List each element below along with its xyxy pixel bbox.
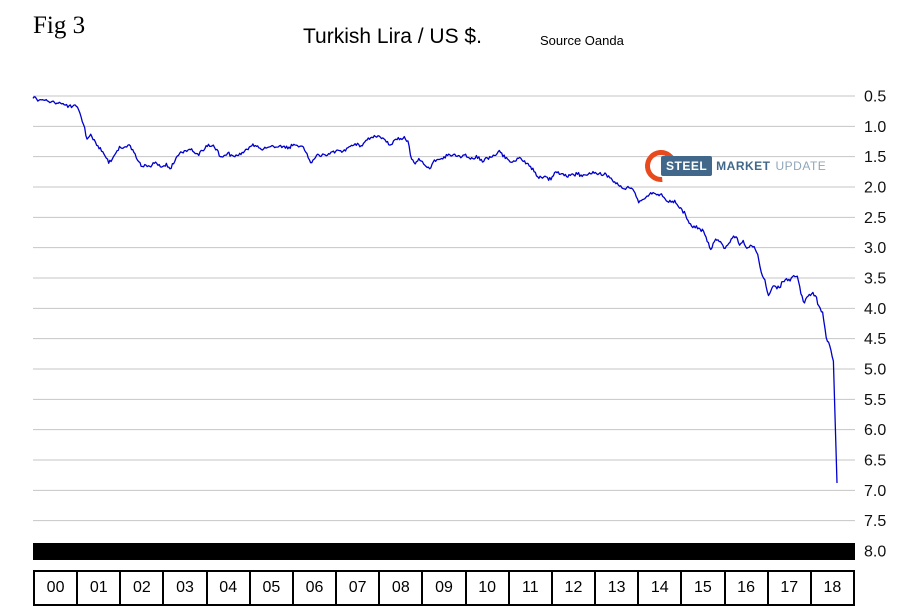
y-axis-tick-label: 5.0 [864,361,886,378]
source-label: Source Oanda [540,33,624,48]
x-axis-year-cell: 03 [162,570,208,606]
x-axis-year-cell: 02 [119,570,165,606]
y-axis-tick-label: 7.0 [864,483,886,500]
x-axis-year-cell: 08 [378,570,424,606]
y-axis-tick-label: 1.0 [864,119,886,136]
x-axis-year-cell: 09 [421,570,467,606]
x-axis-year-cell: 10 [464,570,510,606]
y-axis-tick-label: 4.0 [864,301,886,318]
x-axis-year-cell: 12 [550,570,597,606]
x-axis-bar [33,542,855,560]
x-axis-year-cell: 06 [291,570,338,606]
chart-title: Turkish Lira / US $. [303,25,482,48]
x-axis-year-cell: 13 [594,570,640,606]
y-axis-tick-label: 1.5 [864,149,886,166]
x-axis-year-cell: 07 [335,570,381,606]
y-axis-tick-label: 6.0 [864,422,886,439]
y-axis-tick-label: 3.5 [864,270,886,287]
y-axis-tick-label: 4.5 [864,331,886,348]
figure-number-label: Fig 3 [33,12,86,39]
x-axis-year-cell: 11 [507,570,553,606]
x-axis-year-cell: 00 [33,570,79,606]
y-axis-tick-label: 3.0 [864,240,886,257]
y-axis-tick-label: 0.5 [864,89,886,106]
steel-market-update-logo: STEEL MARKET UPDATE [638,143,827,189]
x-axis-year-row: 00 01 02 03 04 05 06 07 08 09 10 11 12 13 14 15 16 17 18 [33,570,855,606]
y-axis-tick-label: 6.5 [864,452,886,469]
x-axis-year-cell: 17 [766,570,812,606]
x-axis-year-cell: 18 [809,570,855,606]
y-axis-tick-label: 2.0 [864,179,886,196]
y-axis-tick-label: 5.5 [864,392,886,409]
x-axis-year-cell: 16 [723,570,769,606]
logo-steel-text: STEEL [661,156,713,176]
logo-update-text: UPDATE [775,159,827,173]
y-axis-tick-label: 8.0 [864,543,886,560]
logo-market-text: MARKET [716,159,771,173]
x-axis-year-cell: 15 [680,570,726,606]
x-axis-year-cell: 14 [637,570,683,606]
y-axis-tick-label: 2.5 [864,210,886,227]
x-axis-year-cell: 01 [76,570,122,606]
x-axis-year-cell: 05 [248,570,294,606]
y-axis-tick-label: 7.5 [864,513,886,530]
x-axis-year-cell: 04 [205,570,251,606]
